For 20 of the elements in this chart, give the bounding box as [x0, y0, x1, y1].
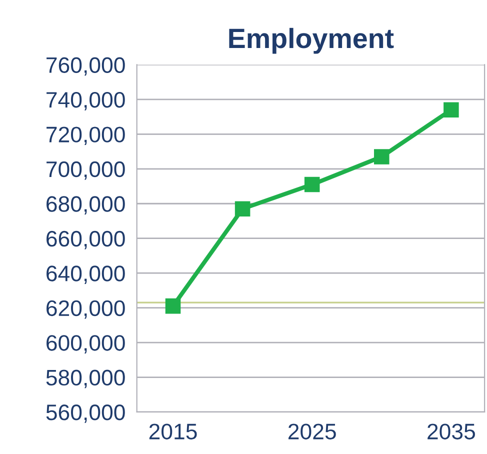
x-tick-label: 2025	[288, 424, 336, 440]
y-tick-label: 700,000	[46, 161, 125, 180]
point	[234, 201, 250, 216]
y-tick-label: 640,000	[46, 266, 125, 284]
y-tick-label: 760,000	[46, 57, 125, 76]
y-tick-label: 560,000	[46, 404, 125, 423]
point	[165, 298, 181, 314]
y-tick-label: 580,000	[46, 370, 125, 388]
y-tick-label: 660,000	[46, 230, 125, 250]
point	[444, 102, 459, 118]
y-tick-label: 720,000	[46, 126, 125, 146]
y-tick-label: 740,000	[46, 92, 125, 110]
point	[304, 176, 320, 192]
chart-title: Employment	[229, 28, 394, 54]
y-tick-label: 680,000	[46, 196, 125, 215]
x-tick-label: 2015	[149, 424, 197, 440]
y-tick-label: 600,000	[46, 335, 125, 354]
x-tick-label: 2035	[428, 424, 475, 440]
point	[374, 149, 390, 164]
y-tick-label: 620,000	[46, 300, 125, 319]
